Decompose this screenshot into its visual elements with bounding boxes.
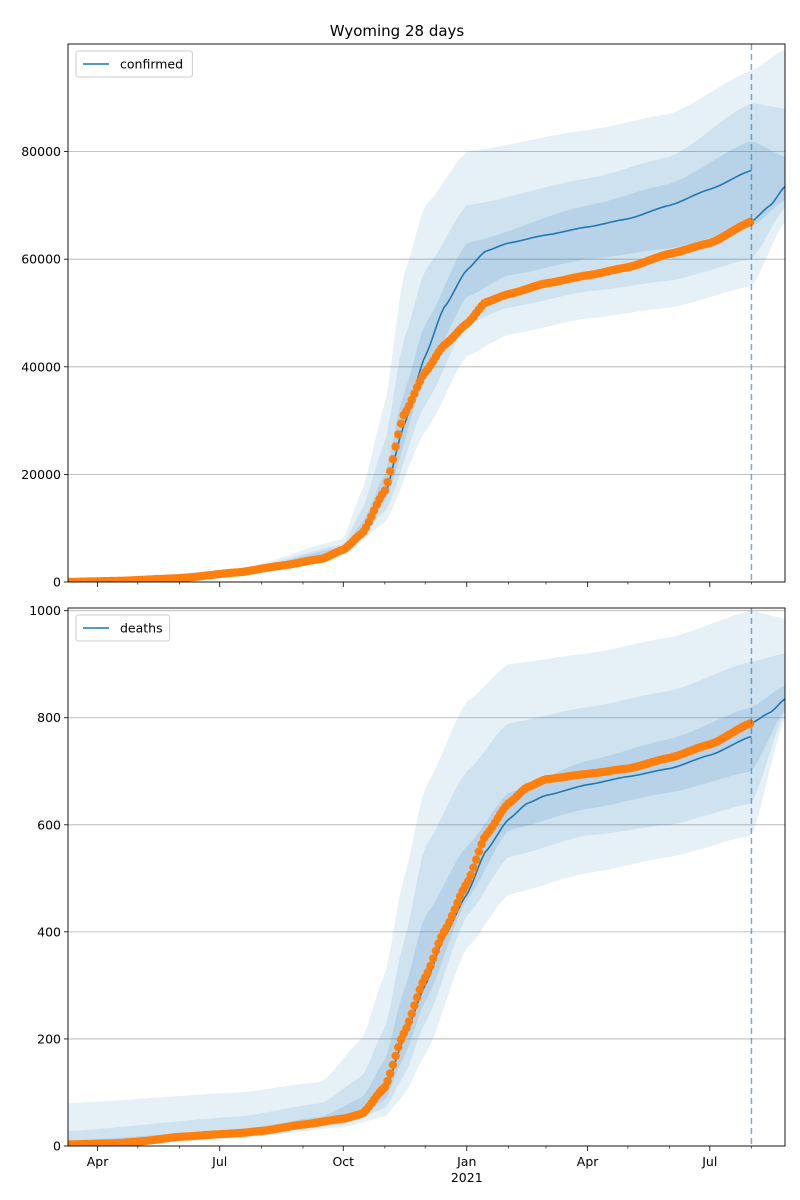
- x-tick-label: Jan: [456, 1154, 476, 1169]
- observed-point: [402, 1023, 411, 1033]
- observed-point: [407, 395, 416, 405]
- observed-point: [391, 1051, 400, 1061]
- y-tick-label: 20000: [21, 467, 61, 482]
- observed-point: [394, 430, 403, 439]
- forecast-line: [751, 698, 785, 724]
- x-tick-label: Jul: [701, 1154, 717, 1169]
- observed-point: [391, 442, 400, 451]
- observed-point: [404, 1017, 414, 1026]
- y-tick-label: 40000: [21, 359, 61, 374]
- observed-point: [429, 954, 438, 963]
- observed-point: [407, 1009, 416, 1018]
- observed-point: [386, 1069, 395, 1078]
- uncertainty-band-outer: [68, 611, 785, 1146]
- observed-point: [431, 946, 441, 955]
- y-tick-label: 800: [37, 710, 61, 725]
- y-tick-label: 600: [37, 817, 61, 832]
- observed-point: [388, 1060, 398, 1070]
- y-tick-label: 400: [37, 924, 61, 939]
- x-tick-label: Jul: [211, 1154, 227, 1169]
- y-tick-label: 60000: [21, 252, 61, 267]
- observed-point: [453, 898, 462, 907]
- observed-point: [396, 419, 406, 428]
- observed-point: [410, 1001, 419, 1010]
- legend-label: confirmed: [120, 57, 183, 72]
- legend-frame: [75, 614, 171, 642]
- panel-confirmed: 0 20000 40000 60000 80000 confirmed: [21, 43, 786, 590]
- observed-point: [383, 1076, 392, 1086]
- y-tick-label: 0: [53, 1139, 61, 1154]
- axes-frame: [67, 43, 786, 583]
- plot-area: [68, 608, 785, 1146]
- observed-point: [388, 455, 398, 464]
- x-tick-label: Apr: [87, 1154, 109, 1169]
- uncertainty-band-outer: [68, 49, 785, 582]
- observed-point: [426, 961, 435, 970]
- observed-point: [383, 477, 392, 487]
- observed-point: [472, 855, 481, 864]
- chart-title: Wyoming 28 days: [330, 22, 465, 40]
- observed-point: [394, 1043, 403, 1052]
- observed-point: [386, 467, 395, 476]
- y-tick-label: 1000: [29, 603, 61, 618]
- observed-point: [415, 985, 424, 994]
- observed-point: [410, 389, 419, 398]
- forecast-line: [751, 186, 785, 223]
- legend: deaths: [75, 614, 171, 642]
- y-tick-label: 200: [37, 1031, 61, 1046]
- plot-area: [68, 44, 785, 582]
- uncertainty-band-inner: [68, 141, 785, 582]
- axes-frame: [67, 607, 786, 1147]
- uncertainty-band-mid: [68, 653, 785, 1146]
- observed-point: [447, 911, 457, 921]
- uncertainty-band-inner: [68, 685, 785, 1146]
- legend-frame: [75, 50, 193, 78]
- observed-point: [450, 905, 459, 914]
- observed-point: [423, 968, 432, 977]
- observed-point: [380, 486, 390, 495]
- observed-point: [434, 939, 443, 948]
- x-tick-label: Apr: [577, 1154, 599, 1169]
- legend-label: deaths: [120, 621, 163, 636]
- observed-point: [745, 217, 755, 227]
- y-tick-label: 80000: [21, 144, 61, 159]
- panel-deaths: 0 200 400 600 800 1000 deaths: [29, 603, 786, 1154]
- observed-point: [474, 847, 484, 856]
- y-tick-label: 0: [53, 575, 61, 590]
- observed-point: [745, 719, 755, 728]
- legend: confirmed: [75, 50, 193, 78]
- observed-point: [469, 863, 478, 872]
- x-tick-label: Oct: [332, 1154, 354, 1169]
- observed-point: [466, 870, 475, 880]
- observed-point: [412, 993, 422, 1002]
- x-tick-sublabel: 2021: [451, 1170, 483, 1185]
